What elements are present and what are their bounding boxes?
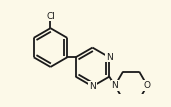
Text: N: N: [111, 81, 118, 90]
Text: O: O: [144, 81, 151, 90]
Text: Cl: Cl: [46, 12, 55, 21]
Text: N: N: [89, 82, 96, 91]
Text: N: N: [106, 53, 113, 62]
